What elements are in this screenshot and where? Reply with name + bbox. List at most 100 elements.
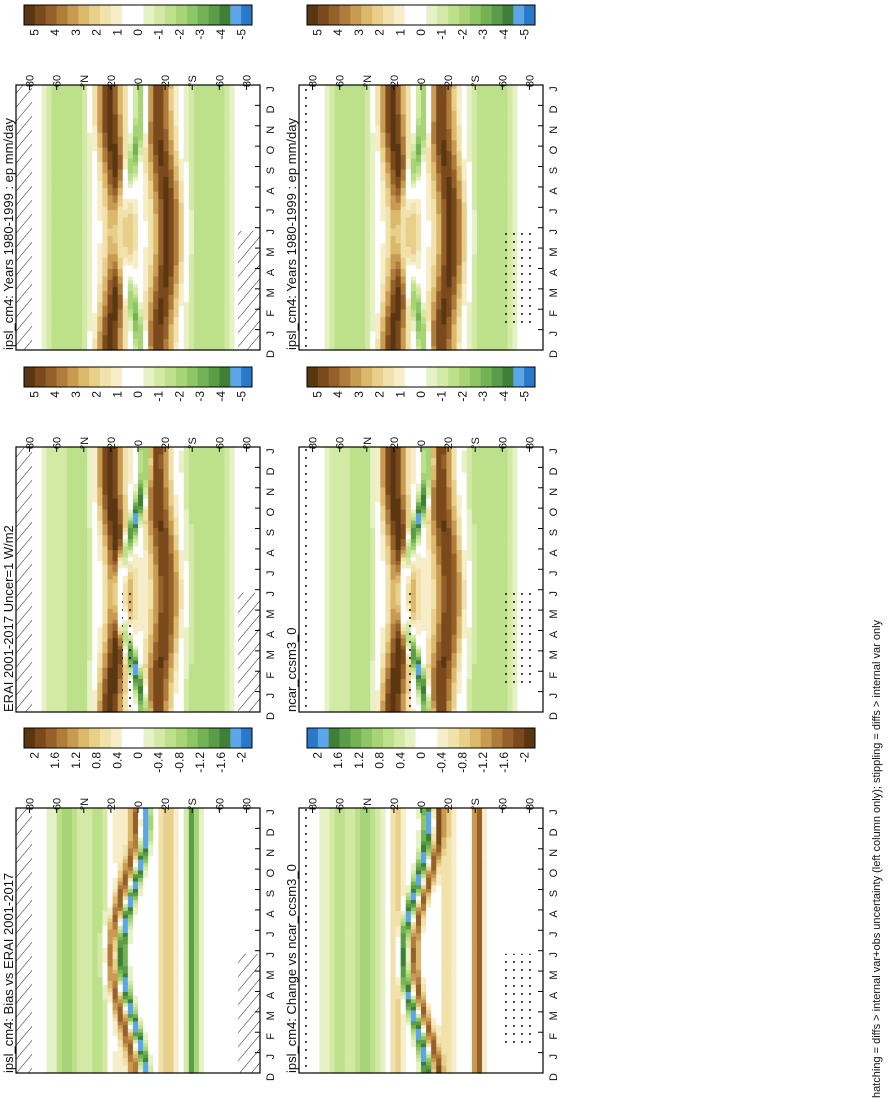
heatmap-cell [183,180,190,185]
heatmap-cell [199,342,205,347]
heatmap-cell [107,313,114,318]
heatmap-cell [31,177,37,182]
heatmap-cell [87,342,93,347]
heatmap-cell [112,232,119,237]
heatmap-cell [77,184,83,189]
heatmap-cell [66,335,73,340]
heatmap-cell [127,294,134,300]
heatmap-cell [158,324,165,329]
heatmap-cell [107,154,114,160]
heatmap-cell [41,335,48,340]
heatmap-cell [51,173,58,178]
heatmap-cell [365,114,371,119]
heatmap-cell [36,232,43,237]
heatmap-cell [82,280,88,285]
heatmap-cell [102,305,109,311]
heatmap-cell [497,136,503,141]
heatmap-cell [102,136,109,141]
heatmap-cell [415,107,422,112]
heatmap-cell [87,184,93,189]
heatmap-cell [193,147,200,152]
heatmap-cell [41,165,48,171]
heatmap-cell [143,165,149,171]
heatmap-cell [112,180,119,185]
heatmap-cell [31,165,37,171]
heatmap-cell [254,221,261,226]
heatmap-cell [173,265,180,270]
heatmap-cell [482,162,488,167]
heatmap-cell [77,173,83,178]
heatmap-cell [41,302,48,307]
heatmap-cell [209,154,215,160]
heatmap-cell [87,147,93,152]
heatmap-cell [344,121,351,127]
heatmap-cell [204,298,210,303]
heatmap-cell [173,287,180,292]
heatmap-cell [244,140,251,145]
heatmap-cell [451,173,458,178]
heatmap-cell [66,291,73,296]
heatmap-cell [436,191,442,197]
heatmap-cell [178,136,185,141]
heatmap-cell [117,342,124,347]
heatmap-cell [56,162,63,167]
heatmap-cell [163,110,170,116]
heatmap-cell [36,199,43,204]
heatmap-cell [405,184,412,189]
heatmap-cell [209,169,215,174]
heatmap-cell [319,151,326,156]
heatmap-cell [168,232,175,237]
heatmap-cell [188,136,195,141]
heatmap-cell [214,221,220,226]
heatmap-cell [112,199,119,204]
heatmap-cell [51,272,58,277]
heatmap-cell [193,221,200,226]
heatmap-cell [82,180,88,185]
heatmap-cell [466,169,473,174]
heatmap-cell [132,92,139,97]
heatmap-cell [405,140,412,145]
heatmap-cell [436,143,442,149]
heatmap-cell [385,154,392,160]
heatmap-cell [102,250,109,255]
heatmap-cell [71,221,78,226]
heatmap-cell [153,162,159,167]
heatmap-cell [71,158,78,163]
heatmap-cell [329,103,336,108]
heatmap-cell [219,177,226,182]
heatmap-cell [390,184,397,189]
heatmap-cell [451,88,458,93]
heatmap-cell [36,331,43,336]
heatmap-cell [97,217,104,222]
heatmap-cell [405,169,412,174]
heatmap-cell [163,250,170,255]
heatmap-cell [56,246,63,252]
heatmap-cell [158,103,165,108]
heatmap-cell [224,114,231,119]
heatmap-cell [466,147,473,152]
heatmap-cell [502,177,509,182]
heatmap-cell [214,114,220,119]
heatmap-cell [522,165,529,171]
heatmap-cell [234,235,241,241]
heatmap-cell [87,324,93,329]
heatmap-cell [66,313,73,318]
heatmap-cell [122,257,129,263]
heatmap-cell [410,132,417,138]
heatmap-cell [41,338,48,344]
heatmap-cell [209,99,215,104]
heatmap-cell [77,165,83,171]
heatmap-cell [193,305,200,311]
heatmap-cell [405,103,412,108]
heatmap-cell [410,114,417,119]
heatmap-cell [234,213,241,219]
heatmap-cell [314,180,320,185]
heatmap-cell [512,140,519,145]
heatmap-cell [224,169,231,174]
heatmap-cell [97,235,104,241]
heatmap-cell [234,125,241,130]
heatmap-cell [132,158,139,163]
heatmap-cell [102,265,109,270]
heatmap-cell [395,118,402,123]
heatmap-cell [127,147,134,152]
